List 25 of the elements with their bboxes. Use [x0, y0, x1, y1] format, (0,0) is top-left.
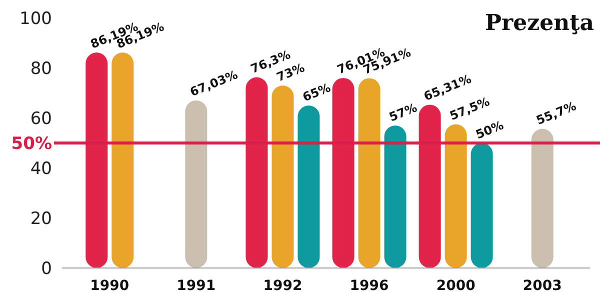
x-tick-label: 1990 — [90, 278, 130, 294]
y-tick-label: 40 — [30, 158, 52, 179]
data-label: 50% — [474, 118, 506, 142]
y-tick-label: 20 — [30, 208, 52, 229]
x-tick-label: 1991 — [176, 278, 216, 294]
x-tick-label: 2003 — [522, 278, 562, 294]
bar — [272, 86, 294, 268]
bar — [470, 143, 493, 268]
y-tick-label: 60 — [30, 108, 52, 129]
y-tick-label: 100 — [20, 8, 52, 29]
x-tick-label: 1996 — [350, 278, 389, 294]
x-tick-label: 1992 — [263, 278, 302, 294]
ref-line-label: 50% — [11, 134, 52, 154]
data-label: 65% — [300, 80, 332, 104]
y-tick-label: 80 — [30, 58, 52, 79]
bar — [358, 78, 380, 268]
y-tick-label: 0 — [41, 258, 52, 279]
chart-title: Prezenţa — [484, 10, 594, 36]
x-tick-label: 2000 — [436, 278, 476, 294]
data-label: 57% — [387, 100, 420, 124]
bar — [444, 124, 467, 268]
bar — [298, 106, 320, 268]
bar — [185, 100, 208, 268]
bar — [531, 128, 554, 268]
bar — [384, 126, 406, 268]
